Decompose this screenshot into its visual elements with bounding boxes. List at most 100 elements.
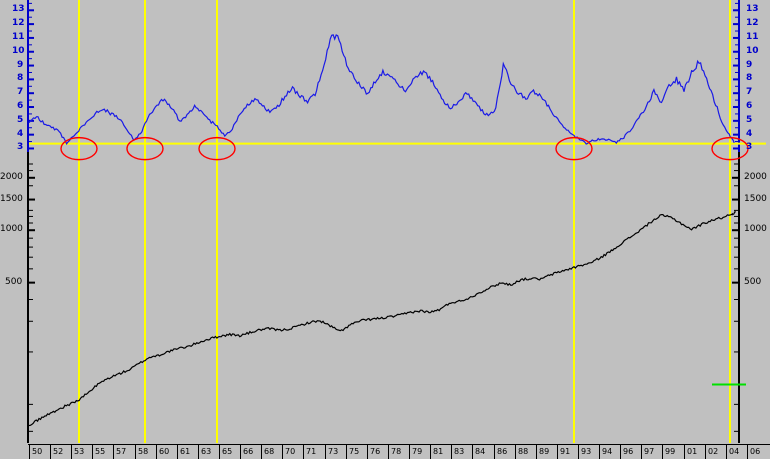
x-axis-year-label-93: 93 (581, 447, 592, 456)
x-axis-separator (240, 444, 241, 459)
price-tick-label-right-1000: 1000 (744, 224, 767, 235)
x-axis-separator (578, 444, 579, 459)
x-axis-separator (515, 444, 516, 459)
x-axis-separator (113, 444, 114, 459)
price-index-line (28, 210, 737, 427)
yield-tick-label-left-7: 7 (17, 87, 24, 98)
x-axis-separator (71, 444, 72, 459)
x-axis-year-label-91: 91 (560, 447, 571, 456)
x-axis-strip (28, 444, 770, 459)
x-axis-separator (50, 444, 51, 459)
price-tick-label-left-2000: 2000 (0, 171, 23, 182)
x-axis-separator (156, 444, 157, 459)
x-axis-year-label-78: 78 (391, 447, 402, 456)
x-axis-year-label-84: 84 (475, 447, 486, 456)
yield-tick-label-left-11: 11 (12, 31, 25, 42)
price-tick-label-left-1500: 1500 (0, 193, 23, 204)
x-axis-year-label-63: 63 (201, 447, 212, 456)
x-axis-year-label-86: 86 (497, 447, 508, 456)
x-axis-year-label-81: 81 (433, 447, 444, 456)
x-axis-year-label-66: 66 (243, 447, 254, 456)
price-tick-label-left-500: 500 (5, 276, 23, 287)
x-axis-separator (494, 444, 495, 459)
x-axis-separator (641, 444, 642, 459)
yield-tick-label-right-12: 12 (746, 18, 759, 29)
x-axis-year-label-60: 60 (159, 447, 170, 456)
yield-tick-label-left-10: 10 (12, 45, 25, 56)
x-axis-separator (177, 444, 178, 459)
yield-tick-label-left-5: 5 (17, 114, 24, 125)
yield-tick-label-right-11: 11 (746, 31, 759, 42)
x-axis-year-label-99: 99 (665, 447, 676, 456)
x-axis-separator (599, 444, 600, 459)
x-axis-year-label-79: 79 (412, 447, 423, 456)
yield-tick-label-right-8: 8 (746, 73, 753, 84)
highlight-ellipse-1959[interactable] (126, 136, 164, 161)
x-axis-separator (388, 444, 389, 459)
price-tick-label-right-500: 500 (744, 276, 762, 287)
x-axis-separator (29, 444, 30, 459)
yield-tick-label-right-3: 3 (746, 142, 753, 153)
yield-tick-label-right-5: 5 (746, 114, 753, 125)
yield-tick-label-left-6: 6 (17, 101, 24, 112)
yield-tick-label-right-6: 6 (746, 101, 753, 112)
yield-tick-label-right-10: 10 (746, 45, 759, 56)
x-axis-year-label-83: 83 (454, 447, 465, 456)
x-axis-separator (451, 444, 452, 459)
x-axis-year-label-70: 70 (285, 447, 296, 456)
yield-tick-label-left-13: 13 (12, 4, 25, 15)
yield-tick-label-left-8: 8 (17, 73, 24, 84)
x-axis-year-label-61: 61 (180, 447, 191, 456)
x-axis-year-label-58: 58 (138, 447, 149, 456)
x-axis-year-label-76: 76 (370, 447, 381, 456)
x-axis-year-label-68: 68 (264, 447, 275, 456)
x-axis-year-label-97: 97 (644, 447, 655, 456)
x-axis-year-label-50: 50 (32, 447, 43, 456)
x-axis-separator (346, 444, 347, 459)
x-axis-year-label-57: 57 (116, 447, 127, 456)
yield-tick-label-left-3: 3 (17, 142, 24, 153)
x-axis-separator (303, 444, 304, 459)
x-axis-year-label-53: 53 (74, 447, 85, 456)
x-axis-separator (430, 444, 431, 459)
highlight-ellipse-1966[interactable] (198, 136, 236, 161)
x-axis-year-label-65: 65 (222, 447, 233, 456)
x-axis-year-label-89: 89 (539, 447, 550, 456)
x-axis-separator (726, 444, 727, 459)
highlight-ellipse-1994[interactable] (555, 136, 593, 161)
price-tick-label-right-1500: 1500 (744, 193, 767, 204)
x-axis-separator (367, 444, 368, 459)
x-axis-year-label-01: 01 (687, 447, 698, 456)
yield-tick-label-right-9: 9 (746, 59, 753, 70)
x-axis-year-label-94: 94 (602, 447, 613, 456)
x-axis-year-label-88: 88 (518, 447, 529, 456)
x-axis-separator (92, 444, 93, 459)
highlight-ellipse-2006[interactable] (711, 136, 749, 161)
x-axis-separator (219, 444, 220, 459)
price-tick-label-left-1000: 1000 (0, 224, 23, 235)
yield-tick-label-left-9: 9 (17, 59, 24, 70)
x-axis-separator (536, 444, 537, 459)
yield-tick-label-left-4: 4 (17, 128, 24, 139)
x-axis-year-label-04: 04 (729, 447, 740, 456)
x-axis-separator (325, 444, 326, 459)
x-axis-year-label-75: 75 (349, 447, 360, 456)
yield-tick-label-right-7: 7 (746, 87, 753, 98)
x-axis-separator (409, 444, 410, 459)
highlight-ellipse-1953[interactable] (60, 136, 98, 161)
x-axis-year-label-02: 02 (708, 447, 719, 456)
x-axis-separator (557, 444, 558, 459)
x-axis-separator (620, 444, 621, 459)
x-axis-separator (135, 444, 136, 459)
yield-tick-label-right-4: 4 (746, 128, 753, 139)
dividend-yield-line (28, 34, 735, 145)
x-axis[interactable]: 50 52 53 55 57 58 60 61 63 65 66 68 70 71 73 75 76 78 79 81… (0, 444, 770, 459)
x-axis-separator (472, 444, 473, 459)
x-axis-separator (261, 444, 262, 459)
x-axis-separator (198, 444, 199, 459)
x-axis-year-label-06: 06 (750, 447, 761, 456)
x-axis-separator (705, 444, 706, 459)
price-tick-label-right-2000: 2000 (744, 171, 767, 182)
